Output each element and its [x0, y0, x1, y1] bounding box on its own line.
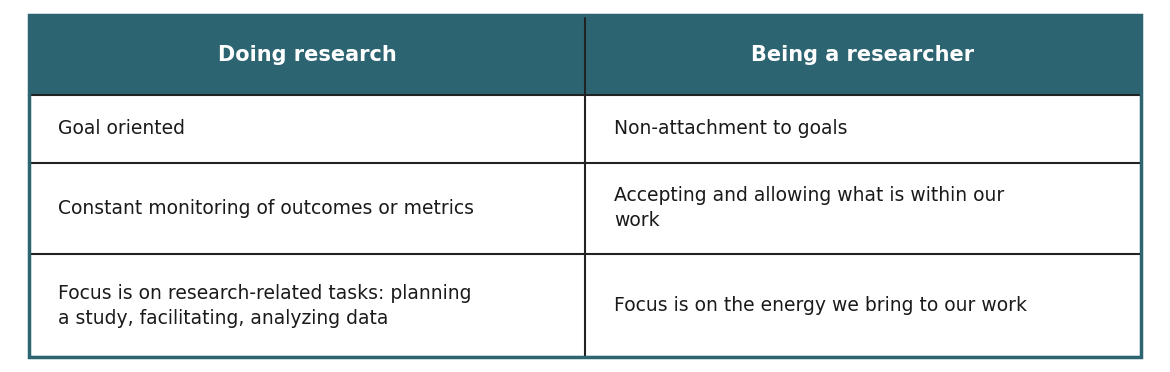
- Text: Non-attachment to goals: Non-attachment to goals: [614, 119, 848, 138]
- Text: Being a researcher: Being a researcher: [751, 45, 975, 65]
- Bar: [29, 254, 1141, 357]
- Text: Goal oriented: Goal oriented: [58, 119, 186, 138]
- Bar: [29, 95, 1141, 163]
- Text: Constant monitoring of outcomes or metrics: Constant monitoring of outcomes or metri…: [58, 199, 475, 218]
- Bar: [29, 15, 1141, 95]
- Text: Doing research: Doing research: [218, 45, 397, 65]
- Text: Focus is on research-related tasks: planning
a study, facilitating, analyzing da: Focus is on research-related tasks: plan…: [58, 284, 472, 328]
- Bar: [29, 163, 1141, 254]
- Text: Focus is on the energy we bring to our work: Focus is on the energy we bring to our w…: [614, 296, 1027, 315]
- Text: Accepting and allowing what is within our
work: Accepting and allowing what is within ou…: [614, 186, 1005, 230]
